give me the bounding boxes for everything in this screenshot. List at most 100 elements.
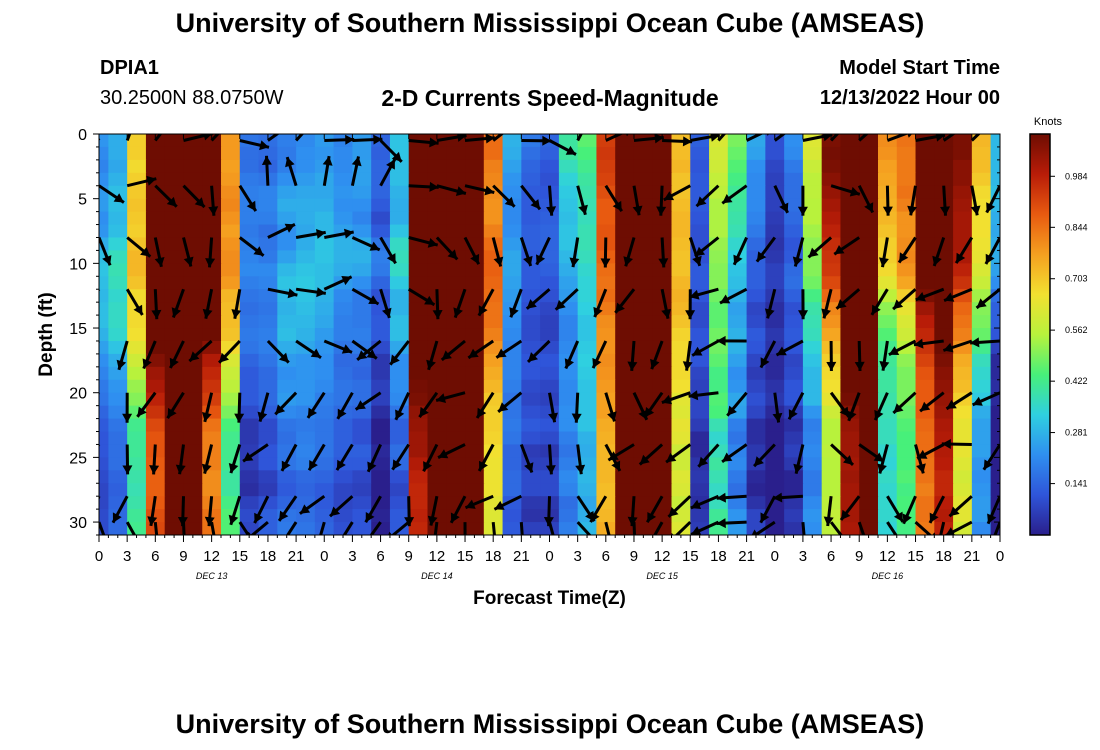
heatmap-cell xyxy=(371,211,391,226)
heatmap-cell xyxy=(108,211,128,226)
heatmap-cell xyxy=(746,315,766,329)
heatmap-cell xyxy=(596,379,616,394)
vector-head xyxy=(692,255,702,266)
heatmap-cell xyxy=(502,353,522,368)
heatmap-cell xyxy=(239,366,260,381)
heatmap-cell xyxy=(183,431,203,446)
heatmap-cell xyxy=(333,483,354,497)
heatmap-cell xyxy=(277,366,297,381)
heatmap-cell xyxy=(389,328,410,342)
current-vector xyxy=(833,236,861,256)
heatmap-cell xyxy=(371,315,391,329)
vector-head xyxy=(310,348,321,358)
vector-head xyxy=(907,134,913,138)
heatmap-cell xyxy=(802,224,823,239)
vector-head xyxy=(395,409,405,420)
x-tick-label: 15 xyxy=(907,548,924,565)
heatmap-cell xyxy=(652,509,673,523)
heatmap-cell xyxy=(709,276,729,290)
heatmap-cell xyxy=(164,483,185,497)
current-vector xyxy=(467,339,495,360)
vector-head xyxy=(169,357,179,368)
heatmap-cell xyxy=(652,405,673,420)
heatmap-cell xyxy=(690,224,710,239)
current-vector xyxy=(379,288,392,319)
current-vector xyxy=(436,184,467,196)
vector-head xyxy=(219,352,229,363)
heatmap-cell xyxy=(333,263,354,277)
heatmap-cell xyxy=(239,418,260,433)
heatmap-cell xyxy=(314,431,335,446)
heatmap-cell xyxy=(784,276,804,290)
current-vector xyxy=(495,339,523,359)
current-vector xyxy=(408,181,439,192)
heatmap-cell xyxy=(239,392,260,407)
vector-head xyxy=(164,117,174,127)
vector-shaft xyxy=(857,521,866,535)
heatmap-cell xyxy=(239,431,260,446)
heatmap-cell xyxy=(746,289,766,303)
heatmap-cell xyxy=(633,276,654,290)
heatmap-cell xyxy=(427,315,447,329)
heatmap-cell xyxy=(840,366,860,381)
heatmap-cell xyxy=(221,431,241,446)
heatmap-cell xyxy=(389,315,410,329)
vector-head xyxy=(940,206,950,216)
colorbar-tick-label: 0.984 xyxy=(1065,171,1088,181)
heatmap-cell xyxy=(127,496,147,510)
heatmap-cell xyxy=(239,211,260,226)
heatmap-cell xyxy=(821,483,842,497)
heatmap-cell xyxy=(727,457,748,471)
heatmap-cell xyxy=(465,366,485,381)
heatmap-cell xyxy=(258,211,278,226)
heatmap-cell xyxy=(502,185,522,200)
heatmap-cell xyxy=(333,185,354,200)
vector-head xyxy=(542,135,552,146)
vector-head xyxy=(166,196,177,207)
heatmap-cell xyxy=(596,276,616,290)
heatmap-cell xyxy=(99,224,109,239)
vector-head xyxy=(183,256,194,267)
heatmap-cell xyxy=(108,392,128,407)
heatmap-cell xyxy=(258,302,278,316)
current-vector xyxy=(335,443,354,471)
current-vector xyxy=(151,289,162,320)
heatmap-cell xyxy=(990,418,1000,433)
heatmap-cell xyxy=(502,315,522,329)
heatmap-cell xyxy=(746,185,766,200)
heatmap-cell xyxy=(652,366,673,381)
heatmap-cell xyxy=(615,159,635,174)
heatmap-cell xyxy=(314,457,335,471)
vector-head xyxy=(365,512,375,523)
heatmap-cell xyxy=(164,263,185,277)
heatmap-cell xyxy=(521,509,541,523)
current-vector xyxy=(759,495,777,524)
heatmap-cell xyxy=(99,509,109,523)
heatmap-cell xyxy=(746,431,766,446)
vector-head xyxy=(593,306,603,318)
vector-head xyxy=(357,350,368,360)
vector-head xyxy=(661,308,672,319)
heatmap-cell xyxy=(558,276,579,290)
heatmap-cell xyxy=(296,470,316,484)
vector-shaft xyxy=(390,520,410,535)
heatmap-cell xyxy=(446,146,466,161)
heatmap-cell xyxy=(727,134,748,148)
current-vector xyxy=(857,521,866,535)
heatmap-cell xyxy=(221,522,241,535)
heatmap-cell xyxy=(371,418,391,433)
heatmap-cell xyxy=(145,224,166,239)
current-vector xyxy=(350,156,362,187)
vector-head xyxy=(175,464,186,475)
heatmap-cell xyxy=(108,289,128,303)
vector-head xyxy=(760,512,770,523)
heatmap-cell xyxy=(296,146,316,161)
vector-head xyxy=(133,304,143,315)
heatmap-cell xyxy=(183,496,203,510)
vector-head xyxy=(355,400,366,410)
vector-head xyxy=(254,512,264,524)
heatmap-cell xyxy=(352,483,372,497)
heatmap-cell xyxy=(690,315,710,329)
heatmap-cell xyxy=(277,276,297,290)
